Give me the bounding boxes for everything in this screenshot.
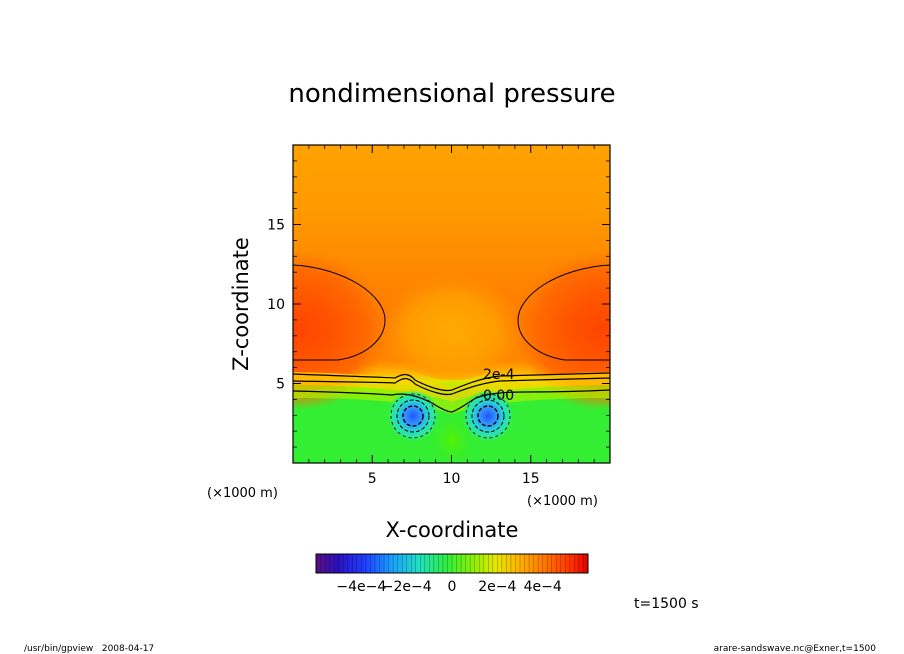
contour-label-zero: 0.00 — [483, 388, 514, 404]
contour-line-2e-4 — [293, 377, 610, 396]
x-unit-label-right: (×1000 m) — [527, 494, 598, 509]
time-label: t=1500 s — [634, 596, 699, 612]
footer-right: arare-sandswave.nc@Exner,t=1500 — [714, 644, 877, 654]
y-tick-label: 10 — [267, 297, 285, 313]
field-left-max — [293, 250, 390, 410]
x-tick-label: 10 — [443, 471, 461, 487]
x-tick-label: 5 — [368, 471, 377, 487]
colorbar-segments — [320, 554, 584, 573]
field-transition-band — [293, 372, 610, 402]
y-axis-title: Z-coordinate — [229, 237, 253, 371]
field-center-high — [377, 260, 527, 380]
contour-low-left-outer — [390, 393, 436, 439]
minor-ticks — [293, 145, 610, 463]
colorbar-frame — [315, 553, 589, 574]
contour-low-left-inner — [402, 405, 424, 427]
field-right-max — [513, 250, 610, 410]
colorbar-tick-label: −4e−4 — [336, 579, 386, 595]
colorbar-tick-label: 0 — [448, 579, 457, 595]
field-low-cell-left — [387, 390, 439, 442]
contour-label-2e-4: 2e-4 — [483, 367, 515, 383]
contour-right-max — [517, 264, 610, 361]
plot-area — [293, 145, 610, 463]
x-axis-ticks: 5 10 15 — [368, 145, 540, 487]
colorbar-tick-label: 4e−4 — [524, 579, 562, 595]
contour-low-right-outer — [465, 393, 511, 439]
y-tick-label: 5 — [276, 377, 285, 393]
contour-line-upper — [293, 372, 610, 392]
y-tick-label: 15 — [267, 218, 285, 234]
colorbar-tick-label: −2e−4 — [382, 579, 432, 595]
x-unit-label-left: (×1000 m) — [207, 486, 278, 501]
y-axis-ticks: 5 10 15 — [267, 218, 610, 393]
x-axis-title: X-coordinate — [386, 518, 519, 542]
footer-left: /usr/bin/gpview 2008-04-17 — [24, 644, 154, 654]
contour-line-zero — [293, 389, 610, 413]
contour-low-left-mid — [396, 399, 430, 433]
field-low-cell-right — [462, 390, 514, 442]
contour-low-right-inner — [477, 405, 499, 427]
colorbar-tick-label: 2e−4 — [478, 579, 516, 595]
colorbar: −4e−4−2e−4 0 2e−4 4e−4 — [315, 553, 589, 595]
colorbar-ticks: −4e−4−2e−4 0 2e−4 4e−4 — [336, 579, 561, 595]
contour-left-max — [293, 264, 386, 361]
contour-low-right-mid — [471, 399, 505, 433]
chart-title: nondimensional pressure — [288, 79, 615, 109]
x-tick-label: 15 — [522, 471, 540, 487]
